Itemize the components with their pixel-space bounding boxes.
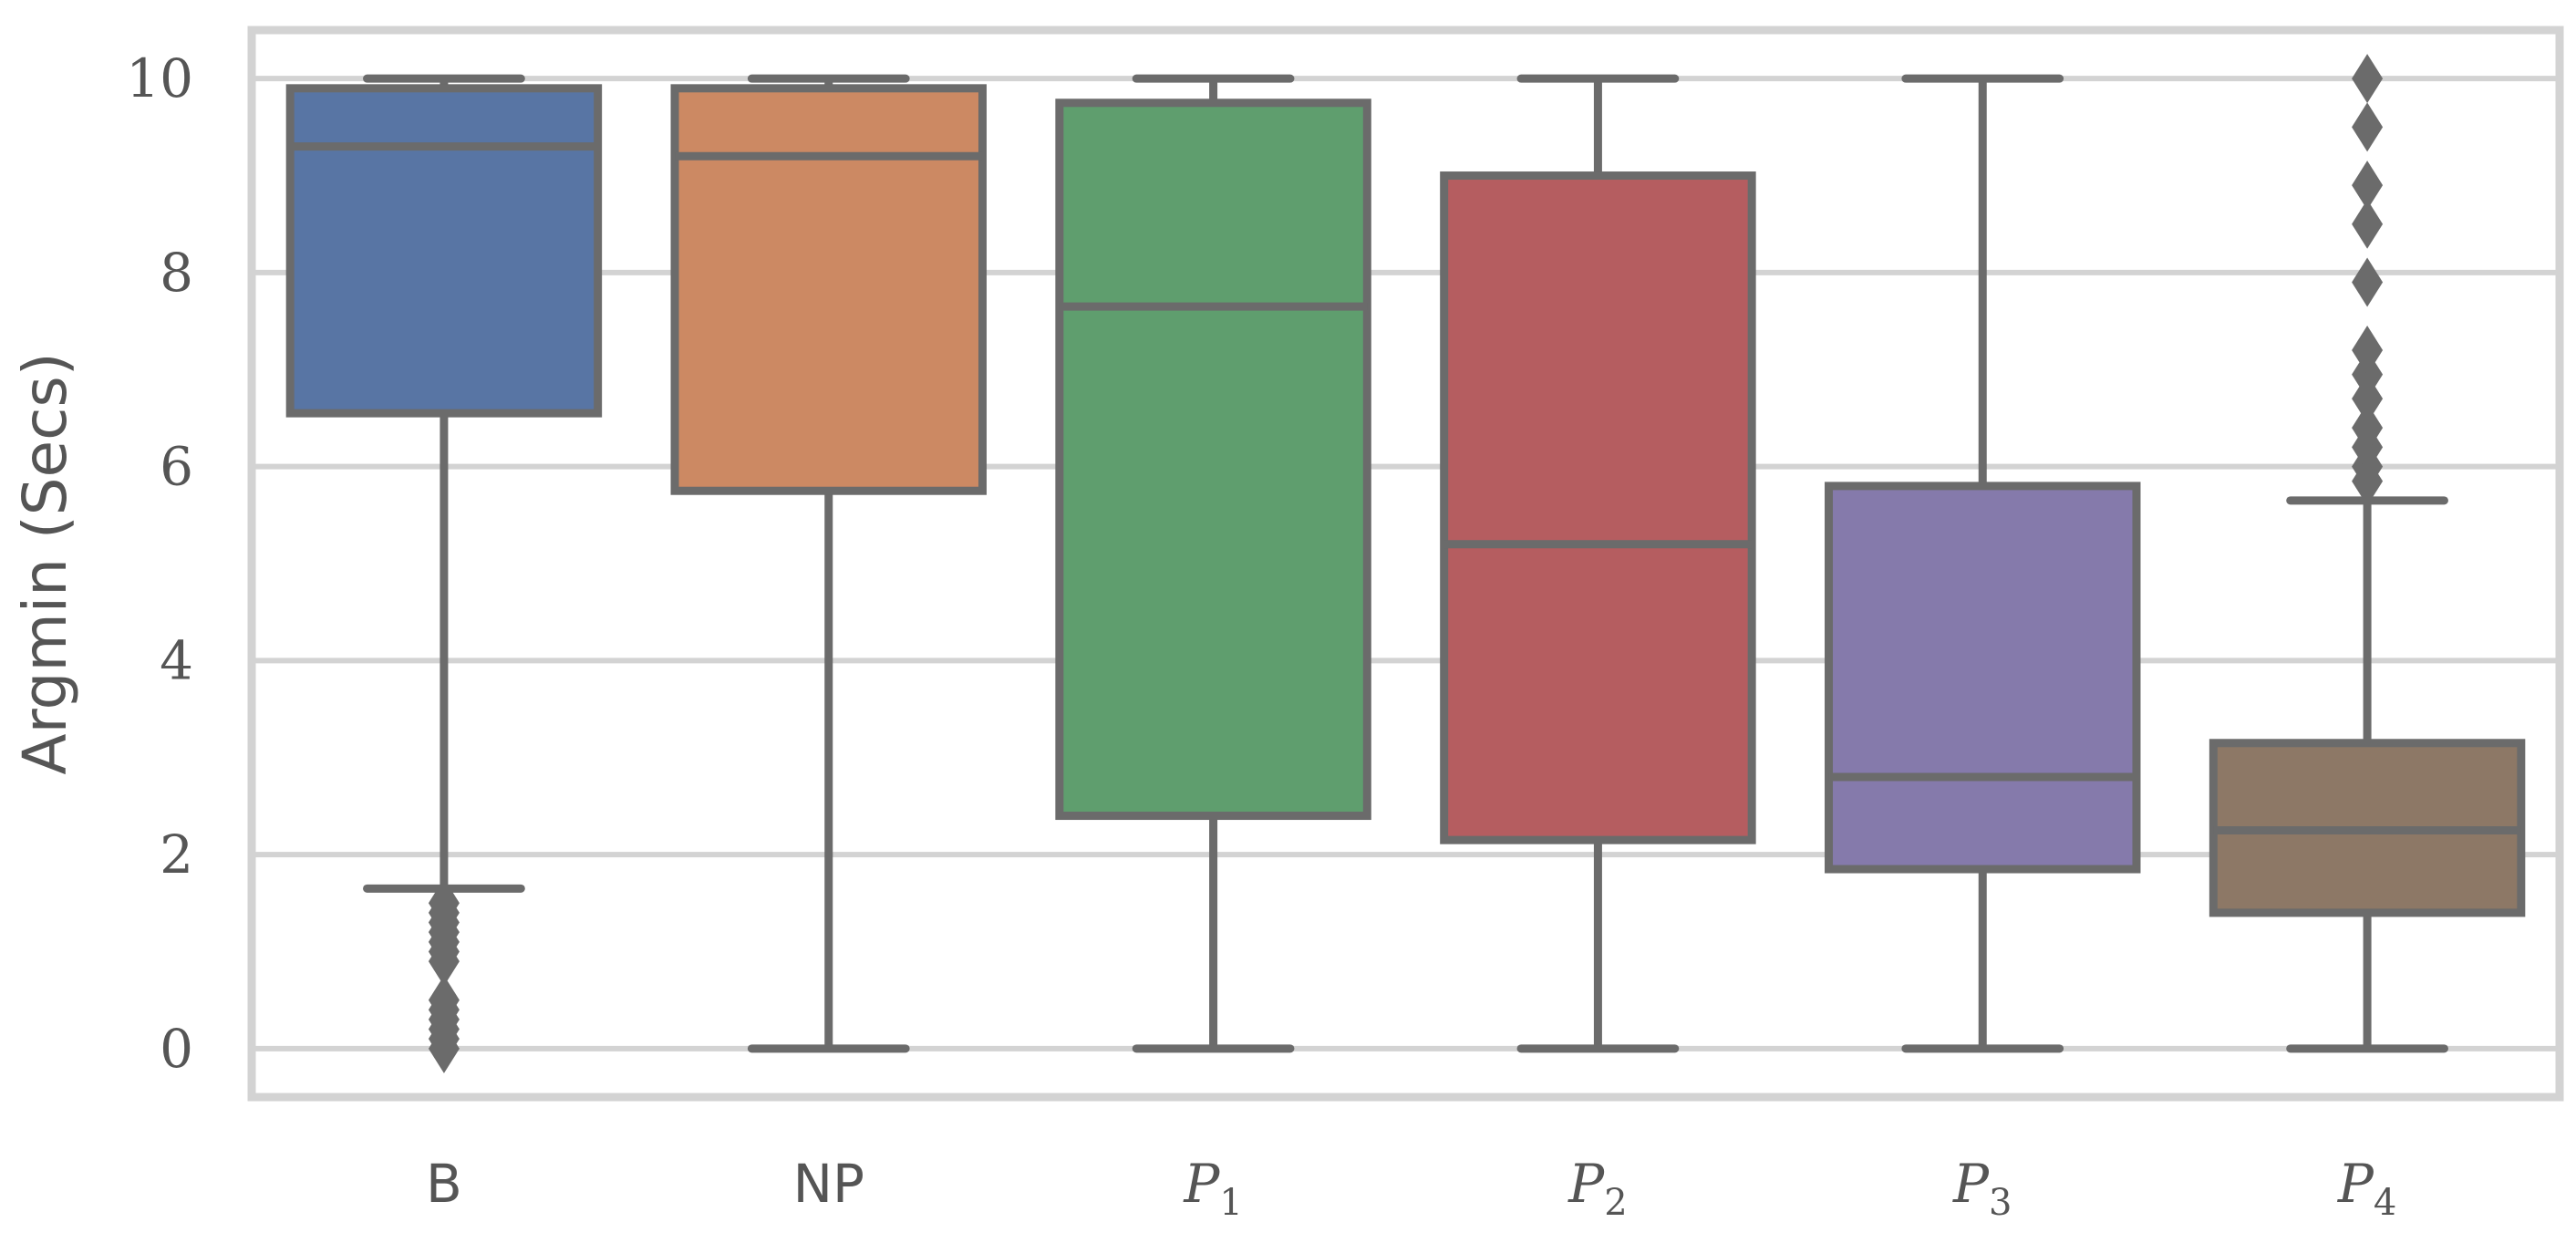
box-p1	[1055, 74, 1371, 1053]
y-tick-label: 6	[160, 436, 193, 498]
box-iqr	[1055, 98, 1371, 821]
box-p3	[1825, 74, 2141, 1053]
x-tick-label: P3	[1952, 1153, 2012, 1224]
x-tick-label: NP	[793, 1153, 864, 1215]
x-tick-label: P4	[2337, 1153, 2396, 1224]
y-tick-label: 2	[160, 823, 193, 886]
y-tick-label: 8	[160, 242, 193, 304]
grid-lines	[252, 76, 2560, 1051]
box-series	[285, 54, 2526, 1073]
x-tick-label: B	[426, 1153, 462, 1215]
outlier-point	[2352, 102, 2384, 152]
outlier-point	[2352, 199, 2384, 249]
outlier-point	[428, 937, 460, 987]
box-np	[670, 74, 987, 1053]
y-tick-label: 0	[160, 1018, 193, 1080]
box-iqr	[285, 84, 603, 418]
outlier-point	[2352, 326, 2384, 375]
x-tick-label: P2	[1567, 1153, 1627, 1224]
y-tick-label: 4	[160, 629, 193, 691]
y-axis-ticks: 0 2 4 6 8 10	[126, 47, 193, 1080]
box-b	[285, 74, 603, 1073]
y-tick-label: 10	[126, 47, 193, 109]
box-iqr	[1825, 482, 2141, 874]
outlier-point	[2352, 54, 2384, 104]
outlier-point	[2352, 257, 2384, 307]
outlier-point	[2352, 403, 2384, 453]
x-axis-ticks: B NP P1 P2 P3 P4	[426, 1153, 2396, 1224]
plot-frame	[247, 26, 2564, 1102]
outlier-point	[428, 1023, 460, 1073]
x-tick-label: P1	[1183, 1153, 1242, 1224]
box-iqr	[670, 84, 987, 495]
box-p2	[1440, 74, 1756, 1053]
box-iqr	[1440, 171, 1756, 844]
box-p4	[2209, 54, 2526, 1053]
y-axis-label: Argmin (Secs)	[10, 352, 80, 774]
outlier-point	[2352, 161, 2384, 211]
